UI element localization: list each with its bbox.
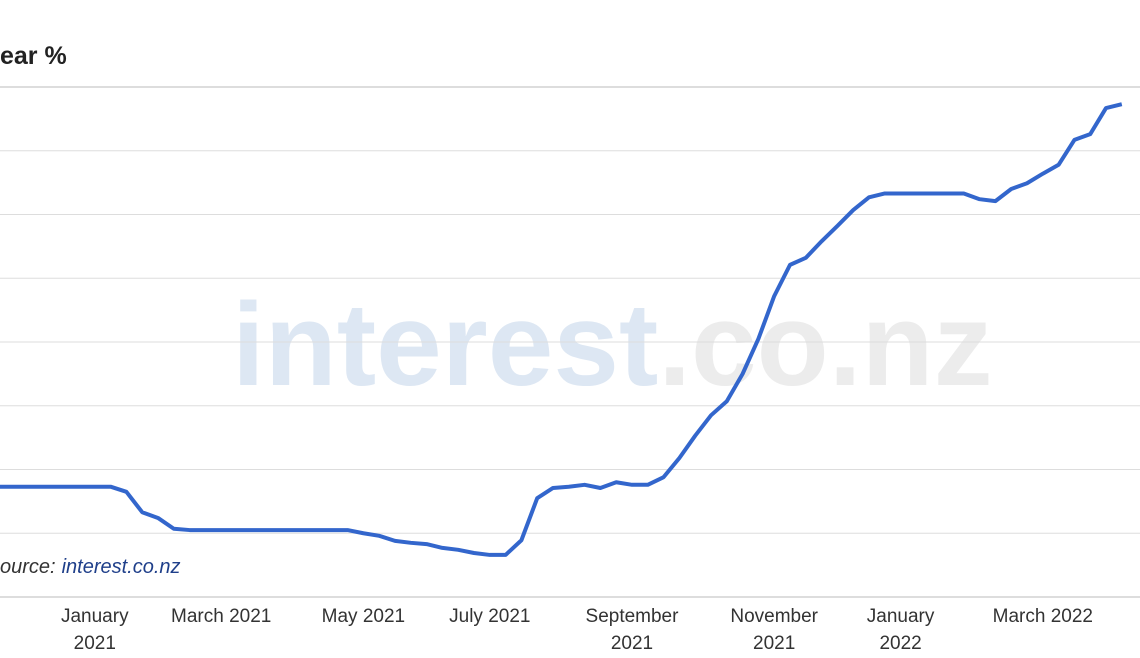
x-tick-label: July 2021 bbox=[449, 606, 531, 627]
x-tick-label: March 2021 bbox=[171, 606, 272, 627]
watermark: interest.co.nz bbox=[232, 279, 993, 411]
x-tick-label: November 2021 bbox=[730, 606, 819, 654]
x-tick-label: March 2022 bbox=[992, 606, 1093, 627]
x-tick-label: May 2021 bbox=[321, 606, 406, 627]
source: ource: interest.co.nz bbox=[0, 556, 181, 578]
chart-title: ear % bbox=[0, 42, 67, 70]
watermark-domain: .co.nz bbox=[658, 279, 992, 411]
grid bbox=[0, 86, 1140, 598]
lines bbox=[0, 102, 1123, 557]
source-link: interest.co.nz bbox=[62, 556, 181, 578]
x-tick-label: September 2021 bbox=[585, 606, 679, 654]
line bbox=[0, 102, 1123, 557]
watermark-main: interest bbox=[232, 279, 658, 411]
x-tick-label: January 2022 bbox=[866, 606, 935, 654]
x-tick-label: January 2021 bbox=[60, 606, 129, 654]
source-label: ource: bbox=[0, 556, 56, 578]
